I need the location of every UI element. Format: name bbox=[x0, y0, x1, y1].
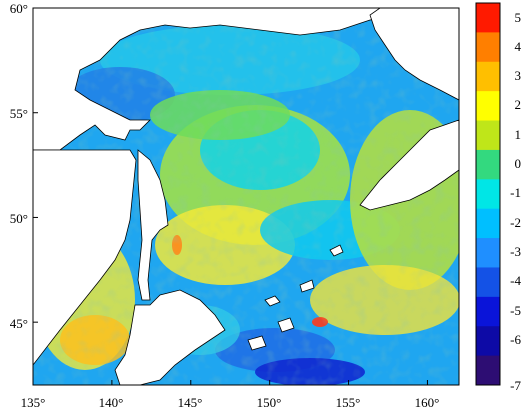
land-hokkaido bbox=[114, 289, 226, 385]
lat-label-50: 50° bbox=[9, 211, 28, 226]
colorbar-swatch bbox=[476, 149, 500, 180]
colorbar-label-3: 3 bbox=[514, 68, 522, 83]
colorbar-swatch bbox=[476, 355, 500, 386]
lon-label-135: 135° bbox=[20, 395, 46, 410]
colorbar-label-neg4: -4 bbox=[510, 273, 521, 288]
colorbar-label-0: 0 bbox=[514, 156, 522, 171]
lon-label-150: 150° bbox=[256, 395, 282, 410]
map-ticks bbox=[32, 7, 428, 385]
land-sakhalin bbox=[137, 149, 169, 301]
colorbar-label-4: 4 bbox=[514, 39, 522, 54]
lon-label-160: 160° bbox=[414, 395, 440, 410]
lon-label-155: 155° bbox=[335, 395, 361, 410]
land-kamchatka bbox=[359, 119, 459, 211]
colorbar-label-5: 5 bbox=[514, 10, 522, 25]
land-siberia-northwest bbox=[33, 8, 434, 151]
land-magadan-east bbox=[369, 8, 459, 101]
land-kuril-1 bbox=[264, 295, 281, 307]
land-kuril-3 bbox=[247, 335, 267, 351]
colorbar bbox=[476, 3, 500, 386]
lat-label-45: 45° bbox=[9, 316, 28, 331]
land-kuril-4 bbox=[299, 279, 315, 293]
colorbar-swatch bbox=[476, 91, 500, 122]
colorbar-swatch bbox=[476, 120, 500, 151]
colorbar-swatch bbox=[476, 61, 500, 92]
land-kuril-5 bbox=[329, 244, 344, 257]
colorbar-swatch bbox=[476, 179, 500, 210]
colorbar-frame bbox=[475, 2, 501, 386]
land bbox=[33, 8, 459, 385]
lat-label-55: 55° bbox=[9, 106, 28, 121]
map-frame bbox=[32, 7, 460, 386]
colorbar-label-neg1: -1 bbox=[510, 185, 521, 200]
colorbar-swatch bbox=[476, 326, 500, 357]
colorbar-label-1: 1 bbox=[514, 127, 522, 142]
colorbar-label-neg7: -7 bbox=[510, 378, 521, 393]
colorbar-swatch bbox=[476, 32, 500, 63]
colorbar-label-neg3: -3 bbox=[510, 244, 521, 259]
lat-label-60: 60° bbox=[9, 1, 28, 16]
colorbar-label-neg2: -2 bbox=[510, 215, 521, 230]
colorbar-label-2: 2 bbox=[514, 97, 522, 112]
colorbar-swatch bbox=[476, 3, 500, 33]
lon-label-145: 145° bbox=[177, 395, 203, 410]
colorbar-label-neg6: -6 bbox=[510, 332, 521, 347]
colorbar-swatch bbox=[476, 267, 500, 298]
colorbar-swatch bbox=[476, 296, 500, 327]
colorbar-label-neg5: -5 bbox=[510, 303, 521, 318]
colorbar-swatch bbox=[476, 208, 500, 239]
land-kuril-2 bbox=[277, 317, 295, 333]
lon-label-140: 140° bbox=[98, 395, 124, 410]
colorbar-swatch bbox=[476, 238, 500, 268]
land-mainland-coast bbox=[33, 149, 137, 366]
